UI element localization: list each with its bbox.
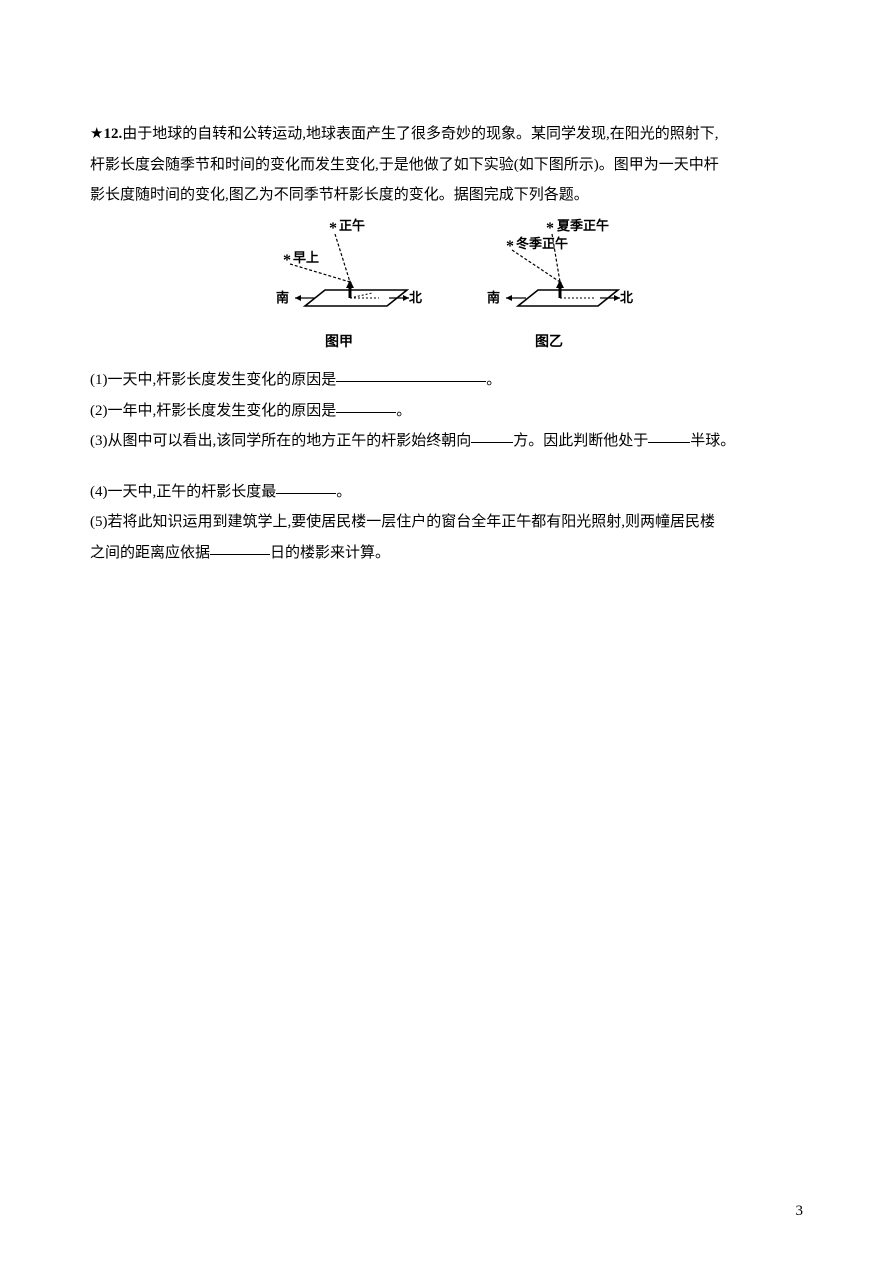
- figure-jia: 正午 早上 * * 南: [257, 218, 422, 357]
- blank-q4: [276, 479, 336, 494]
- sub-q5-line2: 之间的距离应依据 日的楼影来计算。: [90, 539, 803, 568]
- sub-q5-line1: (5)若将此知识运用到建筑学上,要使居民楼一层住户的窗台全年正午都有阳光照射,则…: [90, 508, 803, 537]
- figure-yi: 夏季正午 冬季正午 * * 南: [462, 218, 637, 357]
- q1-text: (1)一天中,杆影长度发生变化的原因是: [90, 372, 336, 388]
- label-noon: 正午: [339, 218, 365, 233]
- svg-text:*: *: [329, 220, 337, 237]
- sub-q1: (1)一天中,杆影长度发生变化的原因是 。: [90, 366, 803, 395]
- q3-text-a: (3)从图中可以看出,该同学所在的地方正午的杆影始终朝向: [90, 433, 471, 449]
- label-summer-noon: 夏季正午: [556, 218, 609, 233]
- intro-line-1: 由于地球的自转和公转运动,地球表面产生了很多奇妙的现象。某同学发现,在阳光的照射…: [122, 126, 718, 142]
- label-south-jia: 南: [276, 290, 289, 305]
- q5-text-b: 之间的距离应依据: [90, 545, 210, 561]
- q4-text: (4)一天中,正午的杆影长度最: [90, 484, 276, 500]
- q4-end: 。: [336, 484, 351, 500]
- intro-line-3: 影长度随时间的变化,图乙为不同季节杆影长度的变化。据图完成下列各题。: [90, 181, 803, 210]
- sub-q4: (4)一天中,正午的杆影长度最 。: [90, 478, 803, 507]
- caption-jia: 图甲: [325, 330, 353, 357]
- star-marker: ★: [90, 126, 103, 142]
- label-morning: 早上: [293, 250, 319, 265]
- q2-text: (2)一年中,杆影长度发生变化的原因是: [90, 403, 336, 419]
- caption-yi: 图乙: [535, 330, 563, 357]
- figure-yi-svg: 夏季正午 冬季正午 * * 南: [462, 218, 637, 328]
- sub-q3: (3)从图中可以看出,该同学所在的地方正午的杆影始终朝向 方。因此判断他处于 半球。: [90, 427, 803, 456]
- q3-text-b: 方。因此判断他处于: [513, 433, 648, 449]
- label-winter-noon: 冬季正午: [516, 236, 568, 251]
- question-intro: ★12.由于地球的自转和公转运动,地球表面产生了很多奇妙的现象。某同学发现,在阳…: [90, 120, 803, 149]
- svg-text:*: *: [506, 238, 514, 255]
- q1-end: 。: [486, 372, 501, 388]
- blank-q2: [336, 398, 396, 413]
- label-south-yi: 南: [487, 290, 500, 305]
- blank-q3-1: [471, 428, 513, 443]
- label-north-yi: 北: [620, 290, 633, 305]
- figures-row: 正午 早上 * * 南: [90, 218, 803, 357]
- q5-text-a: (5)若将此知识运用到建筑学上,要使居民楼一层住户的窗台全年正午都有阳光照射,则…: [90, 514, 715, 530]
- blank-q1: [336, 367, 486, 382]
- blank-q3-2: [648, 428, 690, 443]
- svg-text:*: *: [546, 220, 554, 237]
- figure-jia-svg: 正午 早上 * * 南: [257, 218, 422, 328]
- question-number: 12.: [103, 126, 122, 142]
- label-north-jia: 北: [409, 290, 422, 305]
- q3-text-c: 半球。: [690, 433, 735, 449]
- blank-q5: [210, 540, 270, 555]
- page-number: 3: [796, 1203, 804, 1220]
- q5-text-c: 日的楼影来计算。: [270, 545, 390, 561]
- q2-end: 。: [396, 403, 411, 419]
- intro-line-2: 杆影长度会随季节和时间的变化而发生变化,于是他做了如下实验(如下图所示)。图甲为…: [90, 151, 803, 180]
- svg-text:*: *: [283, 252, 291, 269]
- sub-q2: (2)一年中,杆影长度发生变化的原因是 。: [90, 397, 803, 426]
